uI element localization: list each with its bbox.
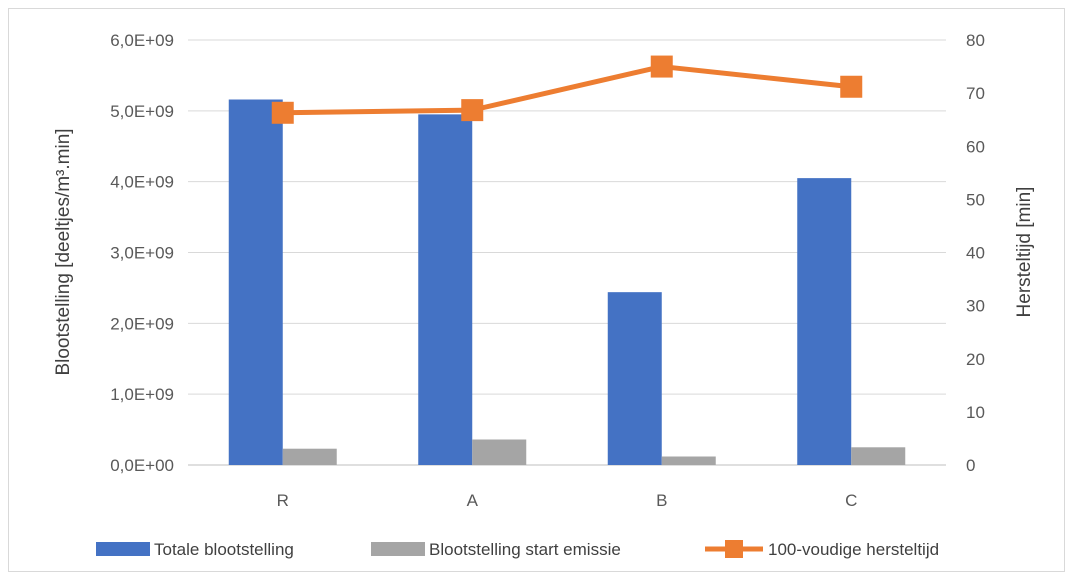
- left-tick-label: 2,0E+09: [110, 314, 174, 333]
- legend-label: Blootstelling start emissie: [429, 540, 621, 559]
- right-axis-title: Hersteltijd [min]: [1014, 187, 1035, 318]
- line-100-voudige-hersteltijd: [280, 64, 854, 116]
- x-tick-label: R: [277, 491, 289, 510]
- line-marker-a: [461, 99, 484, 122]
- bar-blootstelling-start-emissie-r: [282, 448, 337, 465]
- left-tick-label: 4,0E+09: [110, 173, 174, 192]
- right-tick-label: 60: [966, 137, 985, 156]
- right-tick-label: 30: [966, 297, 985, 316]
- left-tick-label: 6,0E+09: [110, 31, 174, 50]
- right-tick-label: 20: [966, 350, 985, 369]
- bar-blootstelling-start-emissie-c: [851, 447, 906, 465]
- bar-totale-blootstelling-r: [228, 99, 283, 465]
- line-marker-b: [650, 55, 673, 78]
- right-tick-label: 40: [966, 244, 985, 263]
- legend-label: 100-voudige hersteltijd: [768, 540, 939, 559]
- line-marker-c: [840, 75, 863, 98]
- legend-label: Totale blootstelling: [154, 540, 294, 559]
- bar-totale-blootstelling-a: [418, 114, 473, 465]
- legend-swatch: [96, 542, 150, 556]
- line-series: [271, 55, 863, 124]
- left-axis-ticks: 0,0E+00 1,0E+09 2,0E+09 3,0E+09 4,0E+09 5,0E+…: [110, 31, 174, 475]
- right-tick-label: 50: [966, 190, 985, 209]
- bar-blootstelling-start-emissie-b: [661, 456, 716, 465]
- left-tick-label: 3,0E+09: [110, 244, 174, 263]
- left-tick-label: 0,0E+00: [110, 456, 174, 475]
- left-axis-title: Blootstelling [deeltjes/m³.min]: [53, 128, 74, 375]
- bar-blootstelling-start-emissie-a: [472, 439, 527, 465]
- bar-totale-blootstelling-b: [607, 292, 662, 465]
- legend-item: Blootstelling start emissie: [371, 540, 621, 559]
- right-tick-label: 0: [966, 456, 975, 475]
- x-tick-label: A: [467, 491, 479, 510]
- x-tick-label: C: [845, 491, 857, 510]
- right-tick-label: 10: [966, 403, 985, 422]
- chart-frame: [8, 8, 1065, 572]
- left-tick-label: 1,0E+09: [110, 385, 174, 404]
- bar-totale-blootstelling-c: [797, 178, 852, 465]
- legend-swatch: [371, 542, 425, 556]
- line-marker-r: [271, 101, 294, 124]
- left-tick-label: 5,0E+09: [110, 102, 174, 121]
- legend-item: Totale blootstelling: [96, 540, 294, 559]
- legend-item: 100-voudige hersteltijd: [705, 540, 939, 559]
- right-tick-label: 70: [966, 84, 985, 103]
- legend-swatch-marker: [725, 540, 743, 558]
- x-tick-label: B: [656, 491, 667, 510]
- legend: Totale blootstelling Blootstelling start …: [96, 540, 939, 559]
- right-tick-label: 80: [966, 31, 985, 50]
- right-axis-ticks: 0 10 20 30 40 50 60 70 80: [966, 31, 985, 475]
- bars: [228, 99, 906, 465]
